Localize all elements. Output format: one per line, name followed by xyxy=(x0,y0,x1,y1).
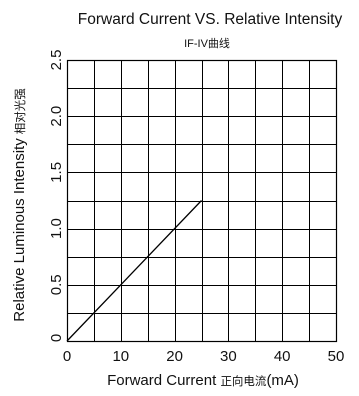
y-tick-label: 2.0 xyxy=(48,106,65,127)
x-axis-label-unit: (mA) xyxy=(266,372,299,389)
y-tick-labels: 0 0.5 1.0 1.5 2.0 2.5 xyxy=(48,50,65,343)
y-tick-label: 0.5 xyxy=(48,274,65,295)
chart-title: Forward Current VS. Relative Intensity xyxy=(78,11,343,28)
x-tick-labels: 0 10 20 30 40 50 xyxy=(63,348,345,365)
x-axis-label: Forward Current 正向电流(mA) xyxy=(107,372,299,389)
y-tick-label: 0 xyxy=(48,334,65,342)
x-axis-label-main: Forward Current xyxy=(107,372,220,389)
x-tick-label: 0 xyxy=(63,348,71,365)
y-tick-label: 1.5 xyxy=(48,162,65,183)
x-tick-label: 50 xyxy=(328,348,345,365)
y-tick-label: 2.5 xyxy=(48,50,65,71)
x-tick-label: 10 xyxy=(112,348,129,365)
series-line xyxy=(66,200,202,342)
plot-frame xyxy=(66,59,338,343)
x-tick-label: 20 xyxy=(166,348,183,365)
series-layer xyxy=(66,200,202,342)
x-tick-label: 30 xyxy=(220,348,237,365)
x-axis-label-cn: 正向电流 xyxy=(220,374,266,388)
plot-area xyxy=(66,59,338,343)
y-axis-label-main: Relative Luminous Intensity xyxy=(11,138,28,322)
y-axis-label: Relative Luminous Intensity 相对光强 xyxy=(11,88,28,322)
y-tick-label: 1.0 xyxy=(48,218,65,239)
x-tick-label: 40 xyxy=(274,348,291,365)
chart-subtitle: IF-IV曲线 xyxy=(184,36,230,50)
y-axis-label-cn: 相对光强 xyxy=(13,88,27,134)
